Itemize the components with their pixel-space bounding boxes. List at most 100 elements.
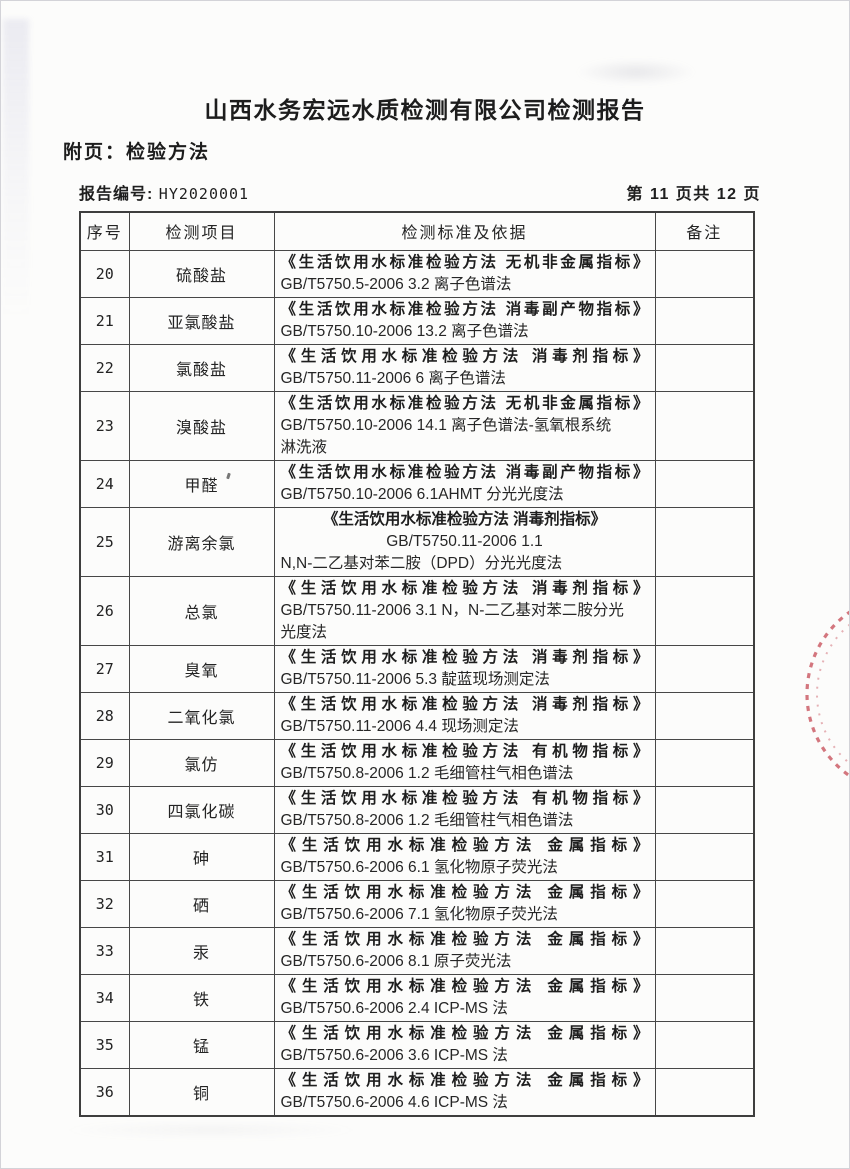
remark-cell [654, 296, 755, 345]
item-cell: 砷 [128, 832, 275, 881]
standard-line: GB/T5750.10-2006 13.2 离子色谱法 [280, 322, 529, 340]
standard-line: GB/T5750.6-2006 2.4 ICP-MS 法 [280, 999, 508, 1017]
item-cell: 溴酸盐 [128, 390, 275, 461]
standard-line: GB/T5750.10-2006 14.1 离子色谱法-氢氧根系统 [280, 416, 612, 434]
remark-cell [654, 738, 755, 787]
table-row: 26 总氯 《生活饮用水标准检验方法 消毒剂指标》 GB/T5750.11-2006 … [79, 575, 755, 646]
table-row: 21 亚氯酸盐 《生活饮用水标准检验方法 消毒副产物指标》 GB/T5750.10-2… [79, 296, 755, 345]
serial-cell: 35 [79, 1020, 130, 1069]
table-row: 35 锰《生活饮用水标准检验方法 金属指标》 GB/T5750.6-2006 3.6… [79, 1020, 755, 1069]
standard-line: 光度法 [280, 623, 328, 641]
serial-cell: 25 [79, 506, 130, 577]
standard-line: 《生活饮用水标准检验方法 消毒剂指标》 [280, 579, 649, 597]
standard-cell: 《生活饮用水标准检验方法 金属指标》 GB/T5750.6-2006 8.1 原子… [273, 926, 656, 975]
serial-cell: 27 [79, 644, 130, 693]
item-cell: 硒 [128, 879, 275, 928]
standard-line: GB/T5750.11-2006 1.1 [386, 532, 543, 550]
remark-cell [654, 691, 755, 740]
table-row: 33 汞《生活饮用水标准检验方法 金属指标》 GB/T5750.6-2006 8.1… [79, 926, 755, 975]
table-body: 20 硫酸盐 《生活饮用水标准检验方法 无机非金属指标》 GB/T5750.5-200… [79, 249, 755, 1116]
appendix-label: 附页：检验方法 [63, 142, 211, 163]
table-row: 29 氯仿 《生活饮用水标准检验方法 有机物指标》 GB/T5750.8-2006 1… [79, 738, 755, 787]
standard-line: 淋洗液 [280, 438, 328, 456]
standard-cell: 《生活饮用水标准检验方法 消毒副产物指标》 GB/T5750.10-2006 13… [273, 296, 656, 345]
item-cell: 氯仿 [128, 738, 275, 787]
standard-line: GB/T5750.11-2006 6 离子色谱法 [280, 369, 506, 387]
item-cell: 游离余氯 [128, 506, 275, 577]
standard-line: N,N-二乙基对苯二胺（DPD）分光光度法 [280, 554, 563, 572]
table-row: 36 铜《生活饮用水标准检验方法 金属指标》 GB/T5750.6-2006 4.6… [79, 1067, 755, 1116]
remark-cell [654, 785, 755, 834]
remark-cell [654, 506, 755, 577]
remark-cell [654, 390, 755, 461]
standard-cell: 《生活饮用水标准检验方法 金属指标》 GB/T5750.6-2006 2.4 IC… [273, 973, 656, 1022]
standard-line: 《生活饮用水标准检验方法 有机物指标》 [280, 789, 649, 807]
serial-cell: 36 [79, 1067, 130, 1116]
standard-cell: 《生活饮用水标准检验方法 无机非金属指标》 GB/T5750.5-2006 3.2… [273, 249, 656, 298]
remark-cell [654, 575, 755, 646]
standard-line: 《生活饮用水标准检验方法 金属指标》 [280, 883, 649, 901]
table-row: 25 游离余氯 《生活饮用水标准检验方法 消毒剂指标》 GB/T5750.11-200… [79, 506, 755, 577]
item-cell: 总氯 [128, 575, 275, 646]
remark-cell [654, 343, 755, 392]
standard-line: 《生活饮用水标准检验方法 消毒副产物指标》 [280, 463, 649, 481]
report-number-value: HY2020001 [158, 185, 250, 203]
header-serial: 序号 [79, 211, 130, 251]
standard-line: 《生活饮用水标准检验方法 金属指标》 [280, 1024, 649, 1042]
serial-cell: 31 [79, 832, 130, 881]
standard-line: 《生活饮用水标准检验方法 金属指标》 [280, 930, 649, 948]
table-row: 34 铁《生活饮用水标准检验方法 金属指标》 GB/T5750.6-2006 2.4… [79, 973, 755, 1022]
table-row: 32 硒《生活饮用水标准检验方法 金属指标》 GB/T5750.6-2006 7.1… [79, 879, 755, 928]
standard-line: GB/T5750.11-2006 5.3 靛蓝现场测定法 [280, 670, 550, 688]
header-standard: 检测标准及依据 [273, 211, 656, 251]
table-row: 20 硫酸盐 《生活饮用水标准检验方法 无机非金属指标》 GB/T5750.5-200… [79, 249, 755, 298]
remark-cell [654, 644, 755, 693]
standard-cell: 《生活饮用水标准检验方法 金属指标》 GB/T5750.6-2006 6.1 氢化… [273, 832, 656, 881]
remark-cell [654, 1067, 755, 1116]
standard-line: GB/T5750.8-2006 1.2 毛细管柱气相色谱法 [280, 811, 574, 829]
remark-cell [654, 973, 755, 1022]
serial-cell: 22 [79, 343, 130, 392]
report-number: 报告编号: HY2020001 [79, 180, 249, 204]
serial-cell: 28 [79, 691, 130, 740]
remark-cell [654, 249, 755, 298]
standard-line: 《生活饮用水标准检验方法 无机非金属指标》 [280, 253, 649, 271]
standard-line: GB/T5750.11-2006 3.1 N，N-二乙基对苯二胺分光 [280, 601, 624, 619]
report-number-label: 报告编号: [79, 186, 154, 203]
standard-line: 《生活饮用水标准检验方法 消毒副产物指标》 [280, 300, 649, 318]
standard-cell: 《生活饮用水标准检验方法 消毒剂指标》 GB/T5750.11-2006 1.1 N… [273, 506, 656, 577]
standard-line: GB/T5750.11-2006 4.4 现场测定法 [280, 717, 519, 735]
standard-cell: 《生活饮用水标准检验方法 无机非金属指标》 GB/T5750.10-2006 14… [273, 390, 656, 461]
remark-cell [654, 459, 755, 508]
table-row: 27 臭氧 《生活饮用水标准检验方法 消毒剂指标》 GB/T5750.11-2006 … [79, 644, 755, 693]
remark-cell [654, 832, 755, 881]
standard-cell: 《生活饮用水标准检验方法 有机物指标》 GB/T5750.8-2006 1.2 毛… [273, 785, 656, 834]
remark-cell [654, 1020, 755, 1069]
standard-line: 《生活饮用水标准检验方法 无机非金属指标》 [280, 394, 649, 412]
standard-line: 《生活饮用水标准检验方法 有机物指标》 [280, 742, 649, 760]
standard-cell: 《生活饮用水标准检验方法 消毒副产物指标》 GB/T5750.10-2006 6.… [273, 459, 656, 508]
serial-cell: 26 [79, 575, 130, 646]
serial-cell: 20 [79, 249, 130, 298]
table-row: 28 二氧化氯 《生活饮用水标准检验方法 消毒剂指标》 GB/T5750.11-200… [79, 691, 755, 740]
standard-cell: 《生活饮用水标准检验方法 消毒剂指标》 GB/T5750.11-2006 4.4 … [273, 691, 656, 740]
table-header-row: 序号 检测项目 检测标准及依据 备注 [79, 211, 755, 251]
item-cell: 硫酸盐 [128, 249, 275, 298]
serial-cell: 33 [79, 926, 130, 975]
standard-line: GB/T5750.10-2006 6.1AHMT 分光光度法 [280, 485, 564, 503]
table-row: 24 甲醛 《生活饮用水标准检验方法 消毒副产物指标》 GB/T5750.10-200… [79, 459, 755, 508]
report-meta-row: 报告编号: HY2020001 第 11 页共 12 页 [79, 180, 761, 204]
item-cell: 铜 [128, 1067, 275, 1116]
red-seal-stamp [805, 610, 849, 778]
table-row: 22 氯酸盐 《生活饮用水标准检验方法 消毒剂指标》 GB/T5750.11-2006… [79, 343, 755, 392]
standard-line: GB/T5750.8-2006 1.2 毛细管柱气相色谱法 [280, 764, 574, 782]
serial-cell: 32 [79, 879, 130, 928]
serial-cell: 21 [79, 296, 130, 345]
table-row: 23 溴酸盐 《生活饮用水标准检验方法 无机非金属指标》 GB/T5750.10-20… [79, 390, 755, 461]
table-row: 31 砷《生活饮用水标准检验方法 金属指标》 GB/T5750.6-2006 6.1… [79, 832, 755, 881]
standard-line: 《生活饮用水标准检验方法 金属指标》 [280, 1071, 649, 1089]
remark-cell [654, 879, 755, 928]
item-cell: 汞 [128, 926, 275, 975]
standard-cell: 《生活饮用水标准检验方法 金属指标》 GB/T5750.6-2006 4.6 IC… [273, 1067, 656, 1116]
